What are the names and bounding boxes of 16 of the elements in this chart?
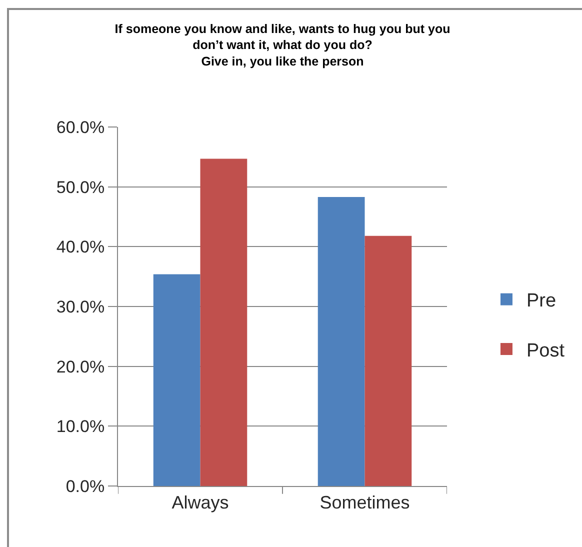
bar bbox=[200, 158, 248, 486]
legend-label: Post bbox=[526, 340, 566, 362]
x-tick-label: Always bbox=[172, 492, 229, 513]
y-tick-label: 30.0% bbox=[56, 297, 105, 316]
bar bbox=[153, 274, 200, 486]
bar bbox=[364, 236, 412, 486]
x-tick-label: Sometimes bbox=[320, 492, 410, 513]
y-tick-label: 50.0% bbox=[56, 178, 105, 197]
chart-title: If someone you know and like, wants to hug you but you don’t want it, what do you do? Give in, you like the person bbox=[114, 22, 450, 68]
y-tick-label: 60.0% bbox=[56, 118, 105, 137]
y-tick-label: 20.0% bbox=[56, 357, 105, 376]
legend-label: Pre bbox=[526, 290, 556, 312]
bar bbox=[318, 197, 365, 486]
y-tick-label: 40.0% bbox=[56, 238, 105, 257]
y-tick-label: 10.0% bbox=[56, 417, 105, 436]
y-tick-label: 0.0% bbox=[66, 476, 105, 496]
